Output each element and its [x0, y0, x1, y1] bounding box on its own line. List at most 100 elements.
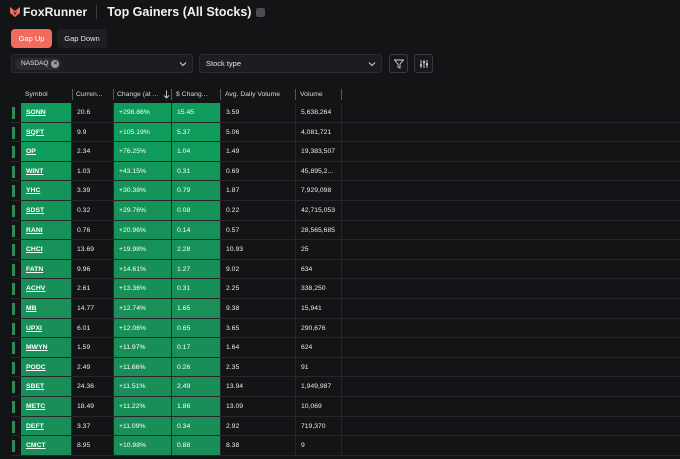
symbol-link[interactable]: CHCI: [21, 240, 71, 259]
column-divider: [220, 357, 221, 377]
symbol-link[interactable]: ACHV: [21, 279, 71, 298]
column-divider: [220, 181, 221, 200]
column-settings-button[interactable]: [414, 54, 433, 73]
col-header-symbol[interactable]: Symbol: [25, 91, 48, 98]
symbol-link[interactable]: UPXI: [21, 318, 71, 338]
row-indicator: [12, 107, 15, 119]
sort-desc-icon[interactable]: [163, 90, 170, 99]
column-divider: [295, 279, 296, 298]
column-resize-handle[interactable]: [72, 89, 73, 100]
column-divider: [113, 377, 114, 396]
volume-cell: 15,941: [301, 305, 322, 312]
table-row[interactable]: SQFT 9.9 +105.19% 5.37 5.06 4,081,721: [11, 122, 680, 143]
symbol-link[interactable]: WINT: [21, 161, 71, 181]
table-row[interactable]: UPXI 6.01 +12.06% 0.65 3.65 290,676: [11, 318, 680, 339]
app-logo[interactable]: FoxRunner: [10, 5, 87, 19]
table-row[interactable]: ACHV 2.61 +13.36% 0.31 2.25 338,250: [11, 279, 680, 299]
price-cell: 13.69: [77, 246, 95, 254]
table-row[interactable]: DEFT 3.37 +11.09% 0.34 2.92 719,370: [11, 416, 680, 437]
column-divider: [113, 299, 114, 318]
avg-volume-cell: 3.59: [226, 109, 240, 116]
col-header-change[interactable]: Change (at ...: [117, 91, 159, 98]
column-resize-handle[interactable]: [295, 89, 296, 100]
volume-cell: 28,565,685: [301, 226, 336, 234]
column-divider: [113, 416, 114, 436]
info-icon[interactable]: [256, 7, 266, 17]
table-row[interactable]: FATN 9.96 +14.61% 1.27 9.02 634: [11, 259, 680, 280]
column-divider: [220, 338, 221, 357]
symbol-link[interactable]: MB: [21, 299, 71, 318]
volume-cell: 624: [301, 344, 313, 352]
table-row[interactable]: MB 14.77 +12.74% 1.65 9.38 15,941: [11, 299, 680, 319]
col-header-current[interactable]: Curren...: [76, 91, 103, 98]
column-divider: [71, 240, 72, 259]
column-divider: [220, 142, 221, 161]
exchange-chip[interactable]: NASDAQ ×: [15, 57, 62, 70]
column-resize-handle[interactable]: [220, 89, 221, 100]
col-header-volume[interactable]: Volume: [300, 91, 323, 98]
symbol-link[interactable]: YHC: [21, 181, 71, 200]
table-row[interactable]: METC 18.49 +11.22% 1.86 13.09 10,069: [11, 397, 680, 417]
table-row[interactable]: PODC 2.49 +11.66% 0.26 2.35 91: [11, 357, 680, 378]
price-cell: 9.9: [77, 128, 87, 136]
table-row[interactable]: CHCI 13.69 +19.98% 2.28 10.93 25: [11, 240, 680, 260]
table-row[interactable]: WINT 1.03 +43.15% 0.31 0.69 45,895,2...: [11, 161, 680, 182]
price-cell: 0.32: [77, 207, 91, 214]
filter-button[interactable]: [389, 54, 408, 73]
table-row[interactable]: YHC 3.39 +30.38% 0.79 1.87 7,929,098: [11, 181, 680, 201]
symbol-link[interactable]: SBET: [21, 377, 71, 396]
symbol-link[interactable]: SONN: [21, 103, 71, 122]
column-resize-handle[interactable]: [341, 89, 342, 100]
exchange-filter-select[interactable]: NASDAQ ×: [11, 54, 193, 73]
column-divider: [71, 416, 72, 436]
column-divider: [171, 436, 172, 455]
table-row[interactable]: RANI 0.76 +20.96% 0.14 0.57 28,565,685: [11, 220, 680, 241]
price-cell: 9.96: [77, 265, 91, 273]
column-divider: [341, 201, 342, 220]
column-resize-handle[interactable]: [113, 89, 114, 100]
stock-type-select[interactable]: Stock type: [199, 54, 382, 73]
symbol-link[interactable]: SDST: [21, 201, 71, 220]
symbol-link[interactable]: METC: [21, 397, 71, 416]
symbol-link[interactable]: FATN: [21, 259, 71, 279]
symbol-link[interactable]: MWYN: [21, 338, 71, 357]
dollar-change-cell: 0.08: [172, 201, 221, 220]
table-row[interactable]: SDST 0.32 +29.76% 0.08 0.22 42,715,053: [11, 201, 680, 221]
remove-chip-icon[interactable]: ×: [51, 59, 60, 68]
column-divider: [171, 181, 172, 200]
row-indicator: [12, 401, 15, 413]
column-divider: [295, 161, 296, 181]
column-divider: [71, 259, 72, 279]
column-divider: [171, 259, 172, 279]
table-row[interactable]: CMCT 8.95 +10.98% 0.88 8.38 9: [11, 436, 680, 456]
column-resize-handle[interactable]: [171, 89, 172, 100]
column-divider: [295, 122, 296, 142]
symbol-link[interactable]: PODC: [21, 357, 71, 377]
tab-gap-down[interactable]: Gap Down: [57, 29, 107, 48]
price-cell: 3.39: [77, 187, 91, 195]
symbol-link[interactable]: RANI: [21, 220, 71, 240]
column-divider: [341, 436, 342, 455]
table-row[interactable]: OP 2.34 +76.25% 1.04 1.49 19,383,507: [11, 142, 680, 162]
column-divider: [113, 436, 114, 455]
symbol-link[interactable]: SQFT: [21, 122, 71, 142]
column-divider: [295, 181, 296, 200]
column-divider: [341, 181, 342, 200]
change-percent-cell: +19.98%: [114, 240, 172, 259]
column-divider: [171, 279, 172, 298]
dollar-change-cell: 0.79: [172, 181, 221, 200]
table-row[interactable]: SBET 24.36 +11.51% 2.49 13.94 1,949,987: [11, 377, 680, 397]
volume-cell: 5,638,264: [301, 109, 332, 116]
symbol-link[interactable]: DEFT: [21, 416, 71, 436]
column-divider: [171, 122, 172, 142]
table-row[interactable]: MWYN 1.59 +11.97% 0.17 1.64 624: [11, 338, 680, 358]
symbol-link[interactable]: CMCT: [21, 436, 71, 455]
price-cell: 8.95: [77, 442, 91, 450]
col-header-avg-volume[interactable]: Avg. Daily Volume: [225, 91, 281, 98]
col-header-dollar-change[interactable]: $ Chang...: [176, 91, 208, 98]
column-divider: [171, 338, 172, 357]
table-row[interactable]: SONN 20.6 +298.86% 15.45 3.59 5,638,264: [11, 103, 680, 123]
tab-gap-up[interactable]: Gap Up: [11, 29, 52, 48]
symbol-link[interactable]: OP: [21, 142, 71, 161]
price-cell: 2.49: [77, 363, 91, 371]
